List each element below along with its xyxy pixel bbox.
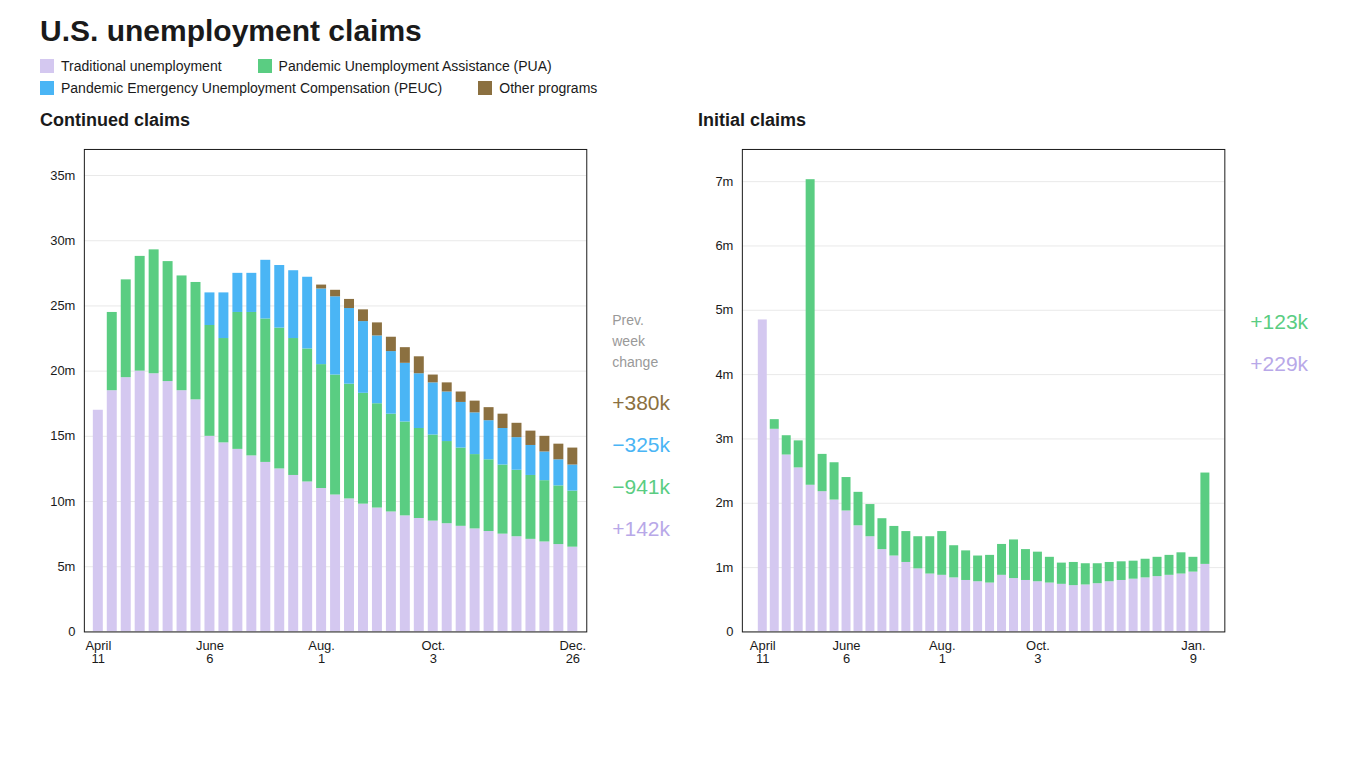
html-text:Pandemic Unemployment Assistan: Pandemic Unemployment Assistance (PUA) xyxy=(278,58,552,74)
html-text:−325k: −325k xyxy=(612,433,670,456)
html-text:Other programs: Other programs xyxy=(499,80,598,96)
svg-text:April11: April11 xyxy=(85,638,111,666)
svg-text:5m: 5m xyxy=(715,302,733,317)
svg-text:5m: 5m xyxy=(57,559,75,574)
html-text:+380k: +380k xyxy=(612,391,670,414)
svg-text:3m: 3m xyxy=(715,431,733,446)
svg-text:Dec.26: Dec.26 xyxy=(560,638,587,666)
svg-text:June6: June6 xyxy=(832,638,860,666)
svg-text:6m: 6m xyxy=(715,238,733,253)
html-text:−941k: −941k xyxy=(612,475,670,498)
svg-text:4m: 4m xyxy=(715,367,733,382)
svg-text:1m: 1m xyxy=(715,560,733,575)
html-text:+123k: +123k xyxy=(1250,310,1309,333)
html-text:Initial claims: Initial claims xyxy=(698,110,806,130)
svg-text:Jan.9: Jan.9 xyxy=(1181,638,1205,666)
svg-text:Oct.3: Oct.3 xyxy=(421,638,445,666)
html-text:Prev. week change: Prev. week change xyxy=(612,312,659,370)
svg-text:25m: 25m xyxy=(50,298,75,313)
svg-text:0: 0 xyxy=(726,624,733,639)
svg-text:2m: 2m xyxy=(715,495,733,510)
html-text:+229k: +229k xyxy=(1250,352,1309,375)
svg-text:April11: April11 xyxy=(750,638,776,666)
html-text:+142k: +142k xyxy=(612,517,670,540)
svg-text:0: 0 xyxy=(68,624,75,639)
svg-text:35m: 35m xyxy=(50,168,75,183)
html-text:U.S. unemployment claims: U.S. unemployment claims xyxy=(40,14,422,47)
html-text:Pandemic Emergency Unemploymen: Pandemic Emergency Unemployment Compensa… xyxy=(61,80,443,96)
svg-text:Aug.1: Aug.1 xyxy=(929,638,956,666)
html-text:Continued claims: Continued claims xyxy=(40,110,190,130)
svg-text:10m: 10m xyxy=(50,494,75,509)
html-text:Traditional unemployment: Traditional unemployment xyxy=(61,58,222,74)
svg-text:15m: 15m xyxy=(50,428,75,443)
svg-text:Aug.1: Aug.1 xyxy=(308,638,335,666)
svg-text:20m: 20m xyxy=(50,363,75,378)
svg-text:Oct.3: Oct.3 xyxy=(1026,638,1050,666)
svg-text:June6: June6 xyxy=(196,638,224,666)
svg-text:7m: 7m xyxy=(715,174,733,189)
svg-text:30m: 30m xyxy=(50,233,75,248)
